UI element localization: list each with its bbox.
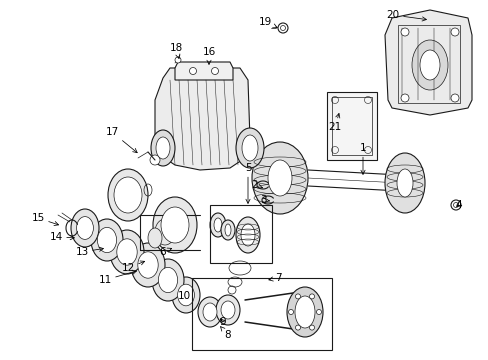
Text: 21: 21 <box>328 113 341 132</box>
Text: 8: 8 <box>220 327 231 340</box>
Polygon shape <box>155 68 249 170</box>
Text: 3: 3 <box>259 195 269 205</box>
Circle shape <box>295 294 300 299</box>
Text: 17: 17 <box>105 127 137 153</box>
Text: 14: 14 <box>49 232 74 242</box>
Circle shape <box>295 325 300 330</box>
Ellipse shape <box>151 130 175 166</box>
Text: 1: 1 <box>359 143 366 174</box>
Circle shape <box>175 57 181 63</box>
Ellipse shape <box>209 213 225 237</box>
Ellipse shape <box>114 177 142 213</box>
Circle shape <box>309 294 314 299</box>
Ellipse shape <box>214 218 222 232</box>
Text: 5: 5 <box>244 163 251 203</box>
Circle shape <box>278 23 287 33</box>
Ellipse shape <box>153 197 197 253</box>
Ellipse shape <box>77 217 93 239</box>
Circle shape <box>450 94 458 102</box>
Text: 20: 20 <box>386 10 426 21</box>
Text: 18: 18 <box>169 43 182 59</box>
Ellipse shape <box>236 217 260 253</box>
Ellipse shape <box>156 137 170 159</box>
Circle shape <box>280 26 285 31</box>
Ellipse shape <box>172 277 200 313</box>
Ellipse shape <box>221 220 235 240</box>
Ellipse shape <box>110 230 143 274</box>
Ellipse shape <box>152 259 183 301</box>
Circle shape <box>400 28 408 36</box>
Text: 19: 19 <box>258 17 277 28</box>
Circle shape <box>288 310 293 315</box>
Ellipse shape <box>71 209 99 247</box>
Circle shape <box>400 94 408 102</box>
Ellipse shape <box>158 267 177 293</box>
Bar <box>326 92 376 160</box>
Bar <box>209 205 271 263</box>
Text: 12: 12 <box>121 261 144 273</box>
Ellipse shape <box>203 303 217 321</box>
Ellipse shape <box>177 284 194 306</box>
Ellipse shape <box>242 135 258 161</box>
Circle shape <box>189 68 196 75</box>
Ellipse shape <box>224 224 230 236</box>
Polygon shape <box>175 62 232 80</box>
Text: 7: 7 <box>268 273 281 283</box>
Circle shape <box>316 310 321 315</box>
Circle shape <box>450 200 460 210</box>
Ellipse shape <box>419 50 439 80</box>
Bar <box>192 278 331 350</box>
Ellipse shape <box>251 142 307 214</box>
Bar <box>331 97 371 155</box>
Ellipse shape <box>117 239 137 265</box>
Ellipse shape <box>411 40 447 90</box>
Text: 15: 15 <box>31 213 59 225</box>
Circle shape <box>211 68 218 75</box>
Ellipse shape <box>108 169 148 221</box>
Text: 16: 16 <box>202 47 215 64</box>
Ellipse shape <box>286 287 323 337</box>
Text: 4: 4 <box>455 200 461 210</box>
Ellipse shape <box>161 207 189 243</box>
Text: 10: 10 <box>177 291 190 301</box>
Circle shape <box>150 155 160 165</box>
Bar <box>397 25 459 103</box>
Ellipse shape <box>221 301 235 319</box>
Ellipse shape <box>97 228 116 253</box>
Ellipse shape <box>236 128 264 168</box>
Ellipse shape <box>91 219 123 261</box>
Ellipse shape <box>216 295 240 325</box>
Text: 2: 2 <box>251 180 262 190</box>
Ellipse shape <box>384 153 424 213</box>
Ellipse shape <box>148 228 162 248</box>
Ellipse shape <box>155 219 175 245</box>
Text: 13: 13 <box>75 247 103 257</box>
Polygon shape <box>384 10 471 115</box>
Ellipse shape <box>396 169 412 197</box>
Text: 9: 9 <box>219 317 226 327</box>
Ellipse shape <box>198 297 222 327</box>
Ellipse shape <box>267 160 291 196</box>
Circle shape <box>452 202 458 207</box>
Text: 11: 11 <box>98 270 136 285</box>
Text: 6: 6 <box>160 247 171 257</box>
Circle shape <box>309 325 314 330</box>
Ellipse shape <box>131 243 164 287</box>
Ellipse shape <box>138 252 158 278</box>
Ellipse shape <box>241 224 254 246</box>
Circle shape <box>450 28 458 36</box>
Ellipse shape <box>294 296 314 328</box>
